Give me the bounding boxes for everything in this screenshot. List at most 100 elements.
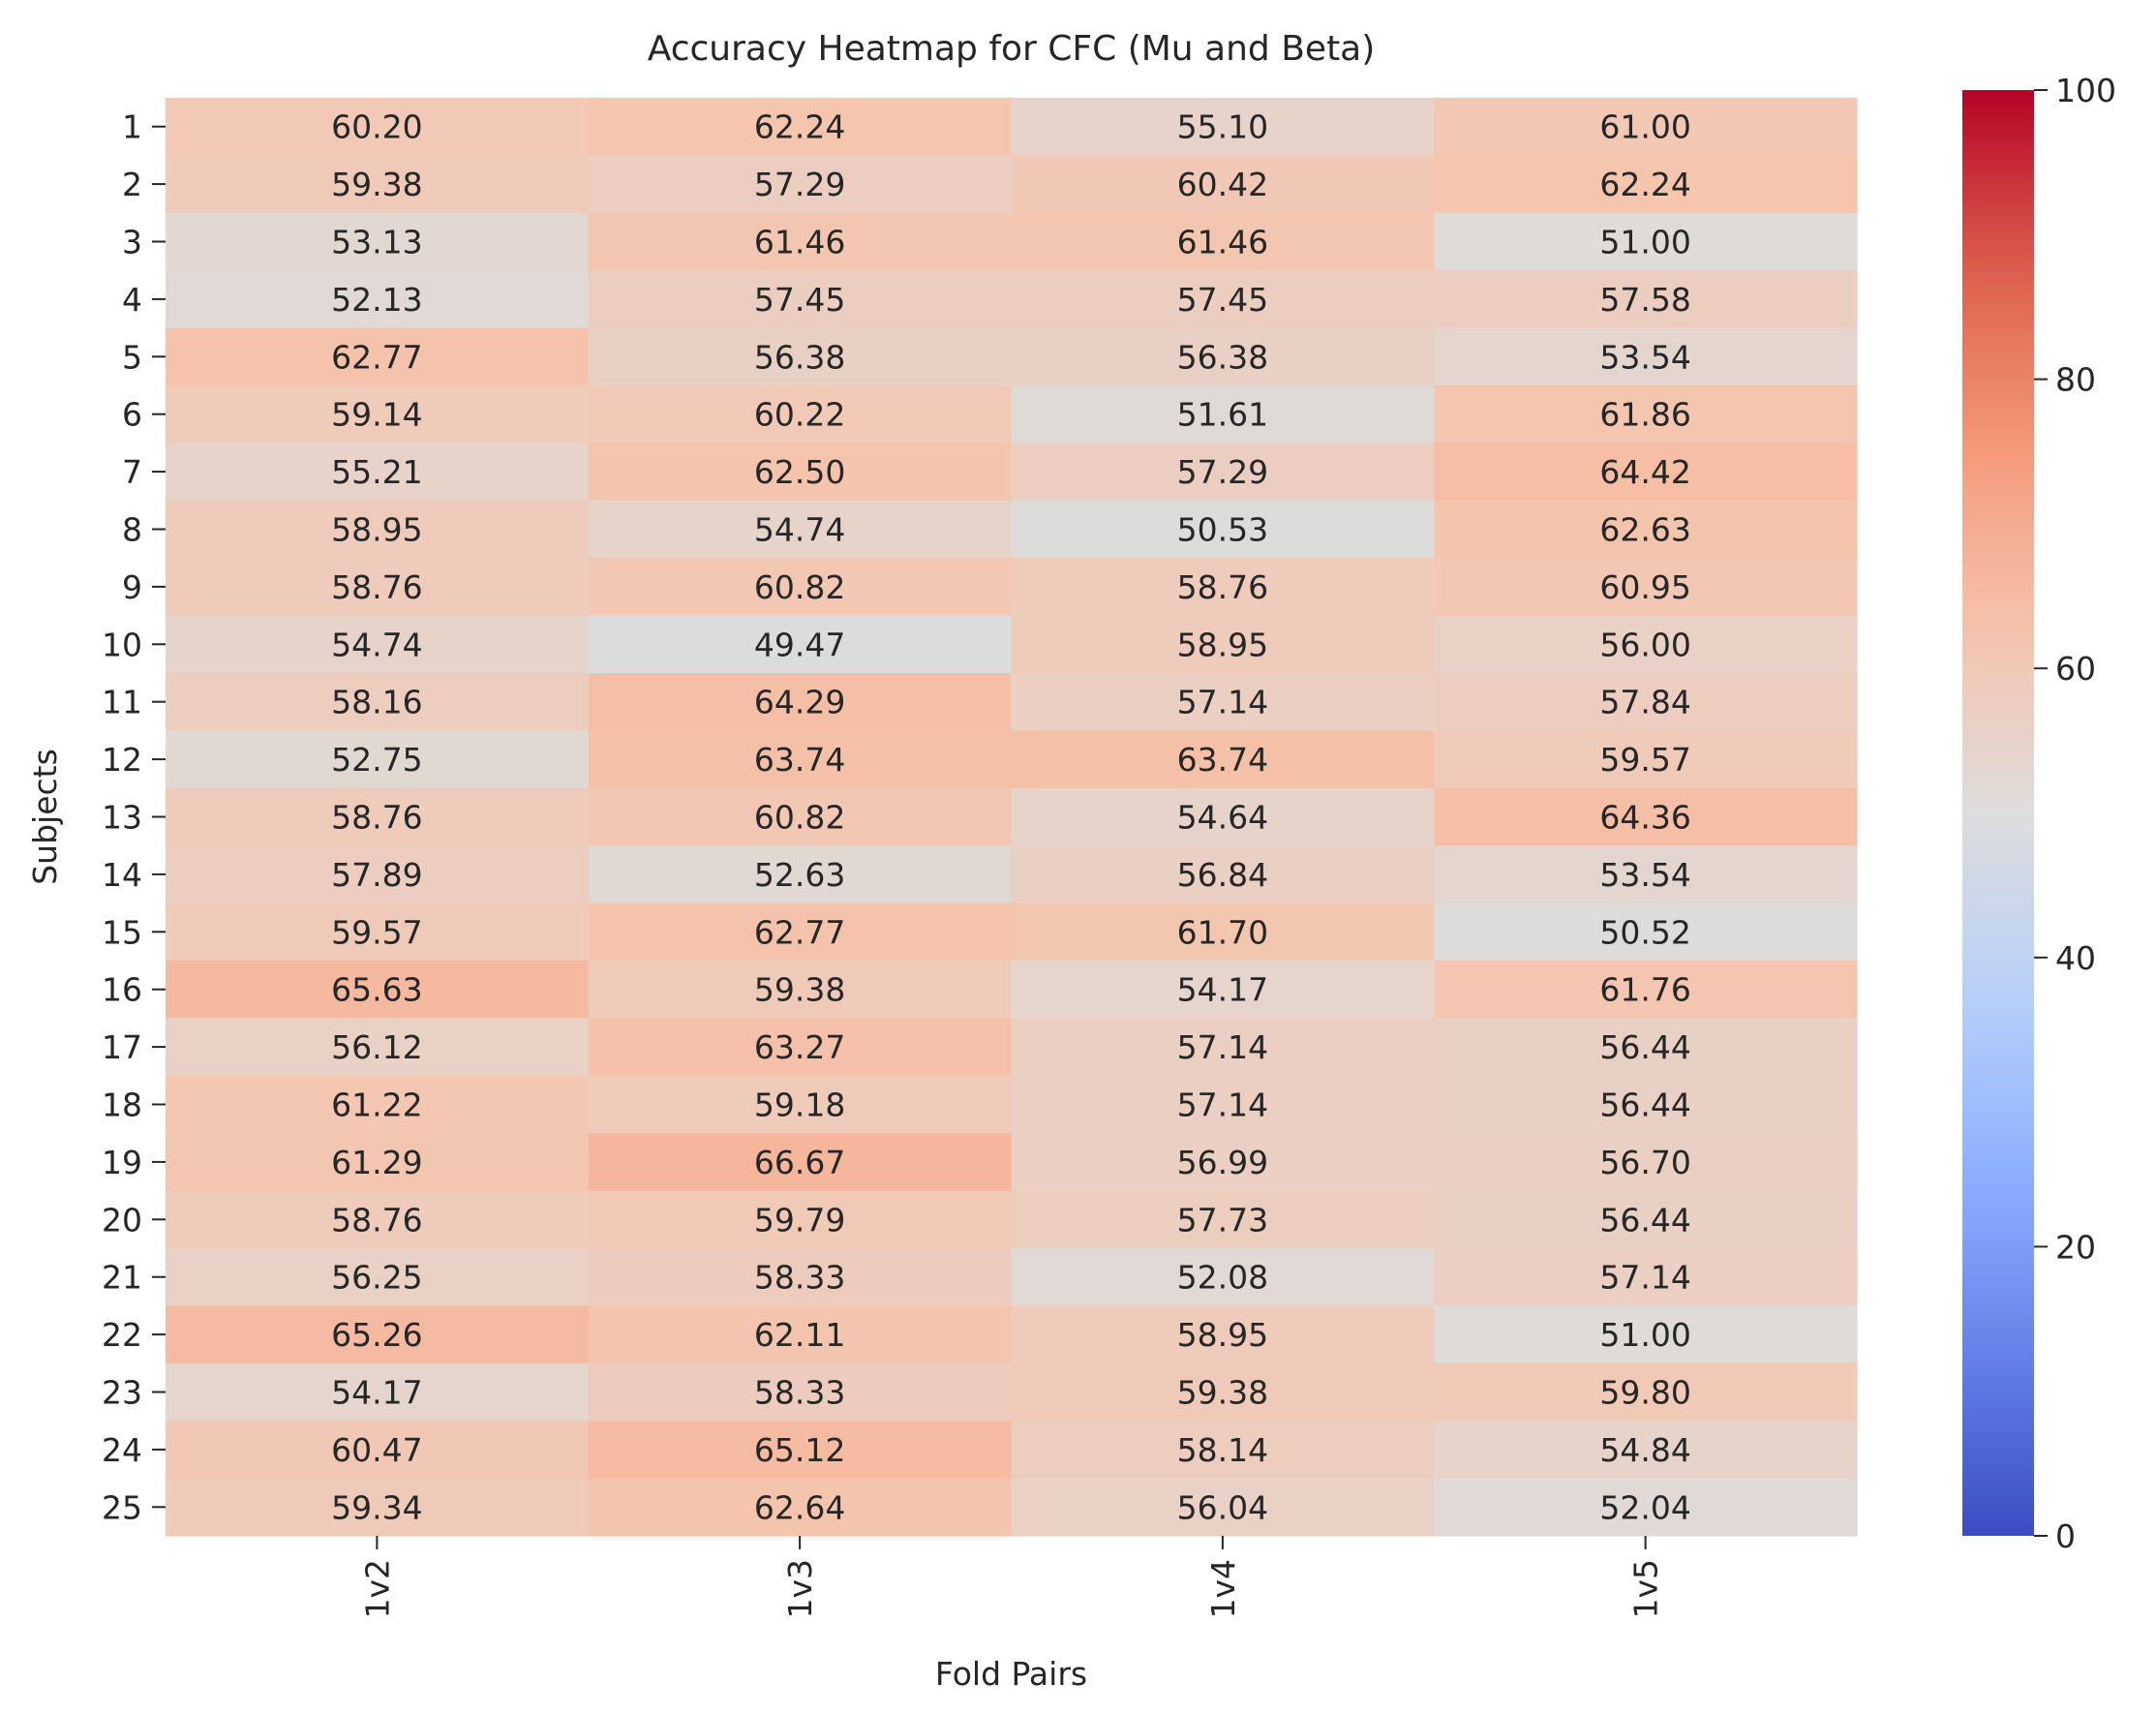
heatmap-cell [1011,673,1435,731]
heatmap-cell [1011,961,1435,1019]
y-tick-label: 8 [122,511,142,549]
y-tick-label: 17 [102,1028,142,1066]
y-tick-label: 5 [122,338,142,376]
cell-value-label: 59.79 [754,1201,845,1239]
heatmap-cell [588,327,1013,386]
cell-value-label: 61.46 [754,224,845,261]
cell-value-label: 49.47 [754,626,845,663]
y-tick-label: 7 [122,453,142,491]
heatmap-cell [1434,212,1858,271]
cell-value-label: 60.82 [754,799,845,837]
y-tick-label: 14 [102,856,142,894]
chart-title: Accuracy Heatmap for CFC (Mu and Beta) [648,29,1376,69]
heatmap-cell [588,845,1013,904]
heatmap-cell [1434,1133,1858,1192]
heatmap-cell [1011,443,1435,502]
cell-value-label: 60.95 [1599,568,1690,606]
heatmap-cell [1011,558,1435,617]
y-tick-label: 24 [102,1431,142,1469]
cell-value-label: 51.61 [1177,396,1268,434]
heatmap-cell [166,500,590,559]
y-tick-label: 3 [122,224,142,261]
heatmap-cell [166,1305,590,1364]
colorbar-gradient [1962,90,2034,1536]
colorbar-tick-label: 80 [2055,361,2096,399]
heatmap-cell [1434,730,1858,789]
x-tick-label: 1v3 [781,1559,819,1619]
heatmap-cells [166,98,1858,1537]
cell-value-label: 65.26 [331,1316,422,1354]
cell-value-label: 52.04 [1599,1488,1690,1526]
cell-value-label: 62.64 [754,1488,845,1526]
cell-value-label: 61.46 [1177,224,1268,261]
cell-value-label: 57.58 [1599,281,1690,319]
cell-value-label: 56.38 [754,338,845,376]
heatmap-cell [1011,730,1435,789]
colorbar-tick-label: 60 [2055,650,2096,688]
cell-value-label: 63.74 [1177,741,1268,779]
heatmap-cell [166,98,590,156]
cell-value-label: 66.67 [754,1144,845,1181]
cell-value-label: 52.75 [331,741,422,779]
heatmap-cell [1011,1018,1435,1077]
heatmap-cell [166,212,590,271]
cell-value-label: 61.00 [1599,108,1690,146]
heatmap-cell [166,270,590,329]
y-tick-label: 4 [122,281,142,319]
heatmap-cell [166,558,590,617]
y-tick-label: 16 [102,971,142,1009]
y-tick-label: 10 [102,626,142,663]
heatmap-cell [1011,787,1435,846]
cell-value-label: 62.63 [1599,511,1690,549]
cell-value-label: 56.12 [331,1028,422,1066]
cell-value-label: 59.57 [331,913,422,951]
heatmap-cell [588,615,1013,674]
x-axis-label: Fold Pairs [935,1655,1087,1693]
cell-value-label: 59.14 [331,396,422,434]
cell-value-label: 61.70 [1177,913,1268,951]
y-tick-label: 9 [122,568,142,606]
heatmap-cell [1011,1248,1435,1306]
heatmap-cell [166,1248,590,1306]
heatmap-cell [166,1362,590,1422]
heatmap-cell [1011,1362,1435,1422]
heatmap-cell [588,1478,1013,1537]
heatmap-cell [1434,615,1858,674]
cell-value-label: 64.42 [1599,453,1690,491]
heatmap-cell [166,1133,590,1192]
cell-value-label: 57.29 [754,166,845,203]
colorbar-tick-label: 100 [2055,72,2116,109]
heatmap-cell [1011,500,1435,559]
y-tick-label: 23 [102,1374,142,1412]
heatmap-cell [1434,1478,1858,1537]
heatmap-cell [588,558,1013,617]
y-tick-label: 20 [102,1201,142,1239]
cell-value-label: 57.14 [1177,1087,1268,1124]
heatmap-cell [166,615,590,674]
y-tick-label: 18 [102,1087,142,1124]
heatmap-cell [166,1190,590,1249]
heatmap-cell [1011,1478,1435,1537]
cell-value-label: 56.44 [1599,1028,1690,1066]
heatmap-cell [166,845,590,904]
heatmap-cell [166,961,590,1019]
heatmap-cell [1011,1305,1435,1364]
cell-value-label: 56.25 [331,1259,422,1297]
heatmap-cell [1434,961,1858,1019]
cell-value-label: 53.54 [1599,856,1690,894]
colorbar-tick-label: 40 [2055,939,2096,977]
heatmap-cell [1011,385,1435,444]
heatmap-cell [166,327,590,386]
heatmap-cell [588,961,1013,1019]
cell-value-label: 64.36 [1599,799,1690,837]
heatmap-cell [588,500,1013,559]
cell-value-label: 62.24 [754,108,845,146]
heatmap-cell [588,98,1013,156]
cell-value-label: 58.95 [1177,626,1268,663]
cell-value-label: 58.76 [331,799,422,837]
cell-value-label: 53.13 [331,224,422,261]
heatmap-cell [166,1478,590,1537]
heatmap-cell [1434,1421,1858,1480]
heatmap-cell [588,443,1013,502]
heatmap-cell [1434,673,1858,731]
